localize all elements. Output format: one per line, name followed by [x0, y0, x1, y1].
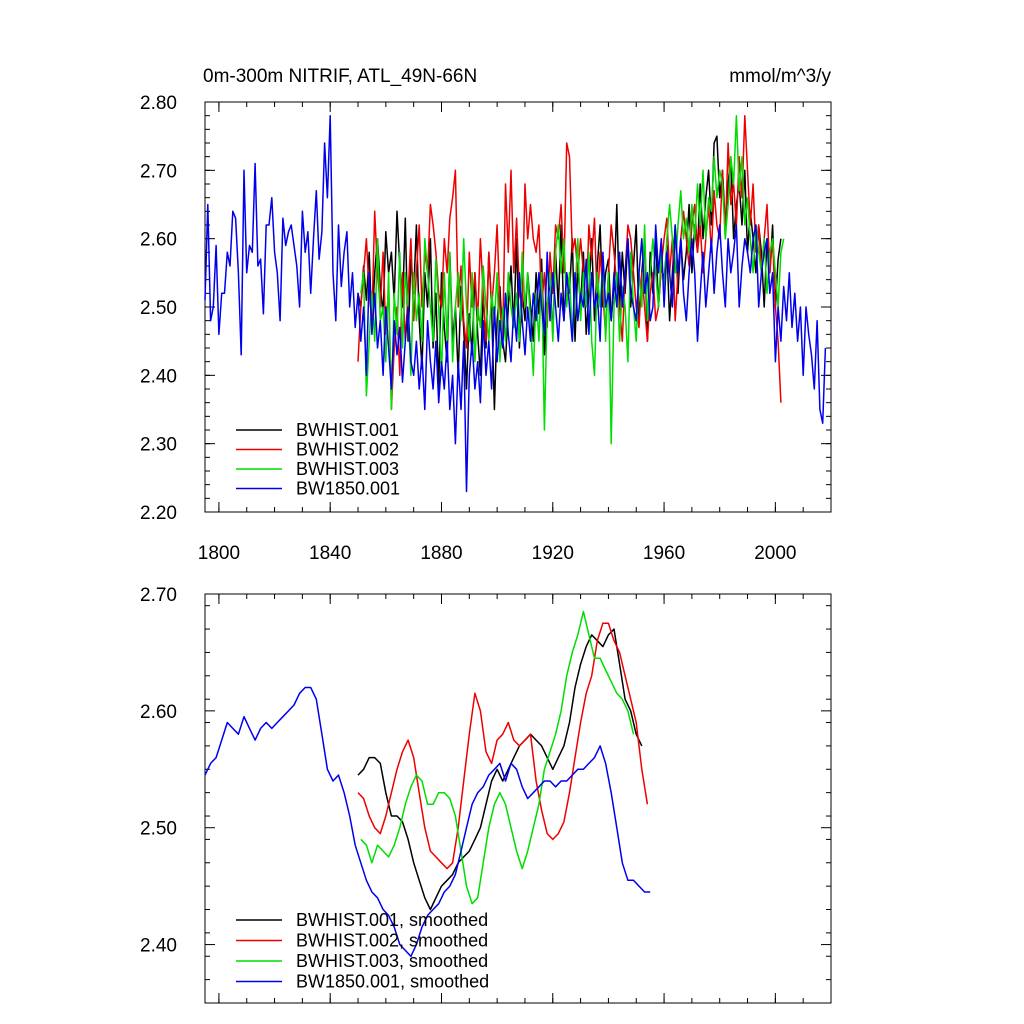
legend-label: BW1850.001, smoothed	[296, 972, 489, 992]
legend-label: BWHIST.002	[296, 440, 399, 460]
series-line-bwhist-003-smoothed	[360, 610, 635, 905]
y-tick-label: 2.70	[140, 161, 177, 182]
y-tick-label: 2.40	[140, 936, 177, 957]
plot-frame	[204, 593, 832, 1004]
y-tick-label: 2.50	[140, 819, 177, 840]
y-tick-label: 2.50	[140, 298, 177, 319]
figure-title: 0m-300m NITRIF, ATL_49N-66N	[203, 66, 477, 87]
series-line-bwhist-002-smoothed	[357, 622, 649, 870]
series-line-bw1850-001	[204, 114, 827, 493]
legend-label: BW1850.001	[296, 479, 400, 499]
y-tick-label: 2.60	[140, 702, 177, 723]
legend-label: BWHIST.001, smoothed	[296, 910, 488, 930]
units-label: mmol/m^3/y	[729, 66, 831, 87]
series-line-bwhist-001-smoothed	[357, 628, 643, 911]
legend-label: BWHIST.001	[296, 420, 399, 440]
x-tick-label: 1920	[532, 543, 574, 564]
legend-label: BWHIST.002, smoothed	[296, 931, 488, 951]
y-tick-label: 2.20	[140, 503, 177, 524]
x-tick-label: 2000	[754, 543, 796, 564]
top-panel: 0m-300m NITRIF, ATL_49N-66N mmol/m^3/y 2…	[140, 66, 832, 564]
x-tick-label: 1880	[420, 543, 462, 564]
y-tick-label: 2.30	[140, 435, 177, 456]
y-tick-label: 2.80	[140, 93, 177, 114]
x-tick-label: 1840	[309, 543, 351, 564]
y-tick-label: 2.60	[140, 230, 177, 251]
legend-label: BWHIST.003	[296, 459, 399, 479]
x-tick-label: 1800	[198, 543, 240, 564]
legend-label: BWHIST.003, smoothed	[296, 951, 488, 971]
series-line-bwhist-002	[357, 114, 782, 411]
series-line-bw1850-001-smoothed	[204, 686, 651, 958]
y-tick-label: 2.40	[140, 366, 177, 387]
x-tick-label: 1960	[643, 543, 685, 564]
y-tick-label: 2.70	[140, 585, 177, 606]
